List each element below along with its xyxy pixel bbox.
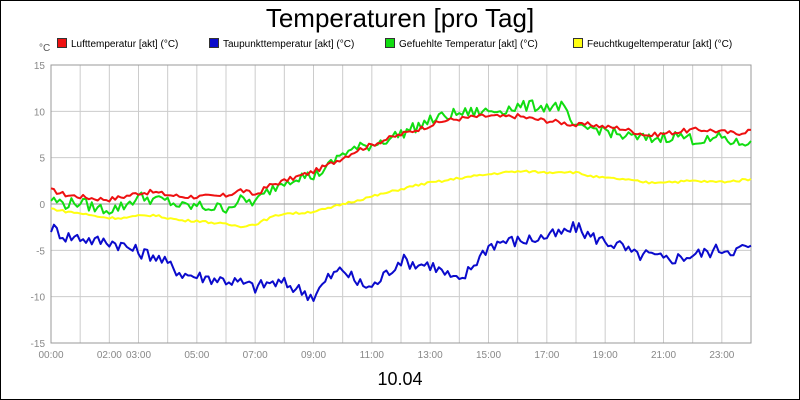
series-line-3 (50, 169, 752, 229)
legend-item-gefuehlte-temperatur: Gefuehlte Temperatur [akt] (°C) (385, 38, 538, 51)
x-tick-label: 15:00 (476, 350, 501, 361)
legend-label: Gefuehlte Temperatur [akt] (°C) (399, 39, 538, 50)
legend-label: Feuchtkugeltemperatur [akt] (°C) (587, 39, 733, 50)
x-tick-label: 19:00 (593, 350, 618, 361)
series-line-1 (50, 221, 752, 302)
y-tick-label: 0 (39, 200, 45, 211)
legend-swatch-green (385, 38, 395, 49)
legend-label: Taupunkttemperatur [akt] (°C) (223, 39, 355, 50)
y-unit-label: °C (39, 43, 51, 54)
x-tick-label: 07:00 (243, 350, 268, 361)
legend-swatch-red (57, 38, 67, 49)
series-line-0 (50, 113, 752, 203)
legend-item-taupunkttemperatur: Taupunkttemperatur [akt] (°C) (209, 38, 355, 51)
x-tick-label: 05:00 (184, 350, 209, 361)
y-tick-label: -15 (31, 339, 46, 350)
x-tick-label: 00:00 (38, 350, 63, 361)
legend-swatch-yellow (573, 38, 583, 49)
x-tick-label: 21:00 (651, 350, 676, 361)
y-tick-label: 15 (34, 61, 46, 72)
y-tick-label: -10 (31, 293, 46, 304)
legend-label: Lufttemperatur [akt] (°C) (71, 39, 179, 50)
x-tick-label: 02:00 (97, 350, 122, 361)
x-tick-label: 09:00 (301, 350, 326, 361)
date-label: 10.04 (377, 369, 423, 389)
legend-swatch-blue (209, 38, 219, 49)
y-tick-label: -5 (36, 246, 45, 257)
y-tick-label: 10 (34, 107, 46, 118)
x-tick-label: 17:00 (534, 350, 559, 361)
legend-item-feuchtkugeltemperatur: Feuchtkugeltemperatur [akt] (°C) (573, 38, 733, 51)
plot-border (50, 64, 752, 344)
y-tick-label: 5 (39, 154, 45, 165)
chart-title: Temperaturen [pro Tag] (265, 3, 535, 33)
x-tick-label: 23:00 (709, 350, 734, 361)
x-tick-label: 11:00 (360, 350, 385, 361)
x-tick-label: 03:00 (126, 350, 151, 361)
legend-item-lufttemperatur: Lufttemperatur [akt] (°C) (57, 38, 179, 51)
x-tick-label: 13:00 (418, 350, 443, 361)
